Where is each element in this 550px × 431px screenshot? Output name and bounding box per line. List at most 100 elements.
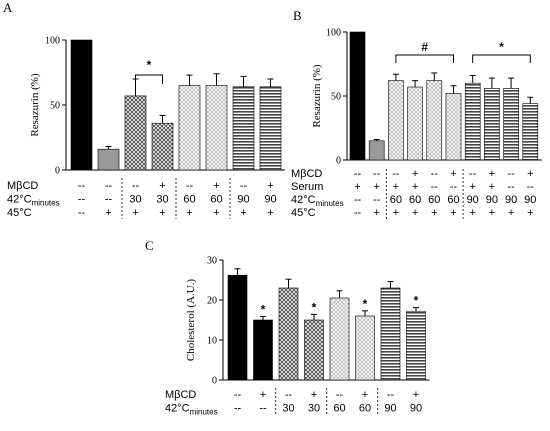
significance-marker: * [261,302,266,316]
table-cell: + [240,207,246,219]
table-cell: -- [78,194,86,206]
row-label-subscript: minutes [190,408,218,417]
y-axis-label: Cholesterol (A.U.) [185,279,197,362]
table-cell: + [450,207,456,219]
panel-letter: C [145,238,154,253]
table-cell: + [213,180,219,192]
bar [380,287,401,381]
table-cell: + [393,181,399,193]
table-cell: 60 [210,194,222,206]
table-cell: 90 [524,194,536,206]
table-cell: + [393,207,399,219]
bar [522,103,539,161]
bar [503,88,519,161]
table-cell: + [489,181,495,193]
table-cell: + [311,389,317,401]
bar [484,88,500,161]
table-cell: + [267,180,273,192]
table-cell: 60 [428,194,440,206]
table-cell: + [373,207,379,219]
bar [278,287,299,381]
bar [329,297,350,381]
table-cell: -- [240,180,248,192]
panel-letter: B [293,8,302,23]
bar [205,85,228,171]
row-label: 42°Cminutes [7,194,60,208]
table-cell: -- [354,168,362,180]
table-cell: 60 [183,194,195,206]
bar [232,86,255,171]
y-axis-label: Resazurin (%) [29,73,41,137]
bar [124,95,147,171]
table-cell: -- [387,389,395,401]
significance-marker: * [147,58,152,72]
row-label-subscript: minutes [32,199,60,208]
bar [97,148,120,171]
y-tick-label: 100 [326,28,341,39]
table-cell: 90 [467,194,479,206]
table-cell: -- [78,207,86,219]
table-cell: 60 [359,403,371,415]
bar [304,319,324,381]
table-cell: + [431,207,437,219]
table-cell: 90 [486,194,498,206]
table-cell: + [373,181,379,193]
table-cell: 30 [156,194,168,206]
significance-bracket [472,54,531,63]
significance-marker: # [421,40,428,54]
table-cell: -- [354,194,362,206]
row-label: 42°Cminutes [165,403,218,417]
table-cell: -- [234,403,242,415]
table-cell: 90 [264,194,276,206]
y-tick-label: 0 [336,156,341,167]
y-tick-label: 50 [50,101,60,112]
row-label: MβCD [7,180,38,192]
table-cell: 90 [505,194,517,206]
table-cell: + [159,207,165,219]
y-tick-label: 10 [207,336,217,347]
y-axis-label: Resazurin (%) [311,64,323,128]
bar [70,39,93,171]
significance-marker: * [414,294,419,308]
table-cell: + [469,207,475,219]
row-label: Serum [291,181,323,193]
table-cell: + [489,168,495,180]
table-cell: + [132,207,138,219]
bar [355,315,375,381]
y-tick-label: 50 [331,92,341,103]
table-cell: -- [431,168,439,180]
table-cell: 60 [409,194,421,206]
table-cell: -- [285,389,293,401]
bar [253,319,273,381]
table-cell: -- [507,181,515,193]
significance-marker: * [499,40,504,54]
table-cell: 90 [384,403,396,415]
bar [406,310,426,381]
table-cell: + [105,207,111,219]
row-label-subscript: minutes [316,199,344,208]
significance-marker: * [312,300,317,314]
row-label: 45°C [291,207,316,219]
table-cell: 90 [410,403,422,415]
table-cell: + [412,207,418,219]
significance-marker: * [363,297,368,311]
table-cell: -- [527,181,535,193]
bar [445,93,462,161]
table-cell: -- [450,181,458,193]
y-tick-label: 0 [55,166,60,177]
table-cell: + [159,180,165,192]
table-cell: + [450,168,456,180]
table-cell: -- [259,403,267,415]
table-cell: + [260,389,266,401]
table-cell: 30 [129,194,141,206]
table-cell: 60 [390,194,402,206]
table-cell: -- [469,168,477,180]
table-cell: -- [354,207,362,219]
table-cell: -- [373,194,381,206]
table-cell: + [527,207,533,219]
table-cell: + [469,181,475,193]
row-label: 42°Cminutes [291,194,344,208]
bar [227,274,248,381]
row-label: 45°C [7,207,32,219]
